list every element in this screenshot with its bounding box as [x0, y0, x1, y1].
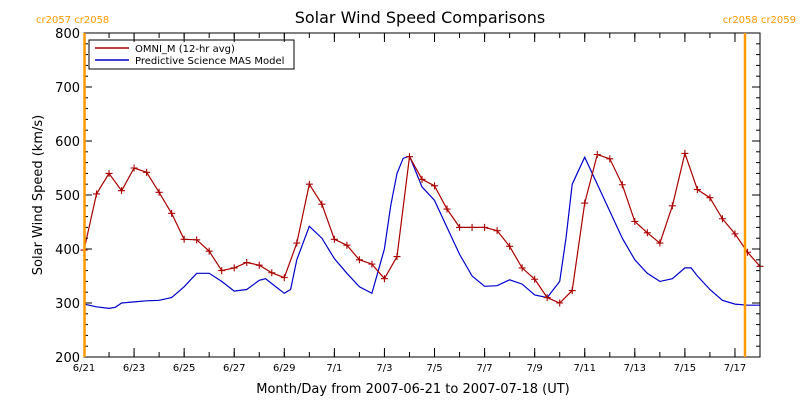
data-point-marker: [668, 202, 676, 210]
carrington-rotation-label: cr2057 cr2058: [36, 15, 109, 26]
y-tick-label: 600: [55, 135, 80, 150]
y-tick-label: 700: [55, 81, 80, 96]
y-tick-label: 400: [55, 243, 80, 258]
x-tick-label: 7/11: [574, 363, 596, 374]
data-point-marker: [143, 168, 151, 176]
data-point-marker: [493, 227, 501, 235]
data-point-marker: [618, 181, 626, 189]
data-point-marker: [456, 223, 464, 231]
data-point-marker: [681, 149, 689, 157]
data-point-marker: [393, 253, 401, 261]
rotation-labels: cr2057 cr2058 cr2058 cr2059: [36, 15, 796, 26]
x-tick-label: 6/25: [173, 363, 195, 374]
data-point-marker: [631, 217, 639, 225]
data-point-marker: [443, 205, 451, 213]
chart-title: Solar Wind Speed Comparisons: [295, 8, 546, 27]
data-point-marker: [468, 223, 476, 231]
data-point-marker: [293, 239, 301, 247]
x-tick-label: 7/5: [426, 363, 442, 374]
data-point-marker: [643, 229, 651, 237]
y-axis-label: Solar Wind Speed (km/s): [31, 115, 46, 275]
data-point-marker: [243, 259, 251, 266]
y-tick-label: 500: [55, 189, 80, 204]
data-point-marker: [731, 230, 739, 238]
data-point-marker: [330, 235, 338, 243]
data-point-marker: [155, 188, 163, 196]
chart-legend: OMNI_M (12-hr avg)Predictive Science MAS…: [88, 39, 295, 70]
data-point-marker: [431, 182, 439, 190]
data-point-marker: [305, 180, 313, 188]
y-tick-label: 200: [55, 351, 80, 366]
data-point-marker: [706, 194, 714, 202]
data-point-marker: [193, 236, 201, 244]
x-tick-label: 7/13: [624, 363, 646, 374]
data-point-marker: [205, 247, 213, 255]
data-point-marker: [531, 275, 539, 283]
legend-label-omni: OMNI_M (12-hr avg): [135, 44, 235, 55]
x-tick-label: 7/7: [477, 363, 493, 374]
data-point-marker: [343, 241, 351, 249]
data-point-marker: [368, 260, 376, 268]
data-point-marker: [556, 299, 564, 307]
data-point-marker: [718, 215, 726, 223]
data-point-marker: [168, 209, 176, 217]
data-point-marker: [581, 199, 589, 207]
data-point-marker: [518, 264, 526, 272]
y-tick-label: 300: [55, 297, 80, 312]
x-tick-label: 6/23: [123, 363, 145, 374]
data-point-marker: [268, 269, 276, 277]
rotation-lines: [83, 33, 747, 357]
data-point-marker: [355, 256, 363, 264]
x-tick-label: 7/1: [326, 363, 342, 374]
data-point-marker: [418, 175, 426, 183]
data-point-marker: [568, 287, 576, 295]
data-point-marker: [380, 275, 388, 283]
data-point-marker: [118, 187, 126, 195]
data-point-marker: [318, 200, 326, 208]
x-tick-label: 6/27: [223, 363, 245, 374]
data-point-marker: [105, 169, 113, 177]
x-tick-label: 7/17: [724, 363, 746, 374]
x-tick-label: 7/15: [674, 363, 696, 374]
data-point-marker: [280, 274, 288, 282]
data-point-marker: [405, 153, 413, 161]
data-point-marker: [656, 239, 664, 247]
x-tick-label: 7/3: [376, 363, 392, 374]
x-tick-label: 6/21: [73, 363, 95, 374]
data-point-marker: [506, 242, 514, 250]
data-point-marker: [255, 261, 263, 269]
x-tick-label: 6/29: [273, 363, 295, 374]
data-point-marker: [130, 164, 138, 172]
y-tick-label: 800: [55, 27, 80, 42]
x-axis-label: Month/Day from 2007-06-21 to 2007-07-18 …: [256, 382, 569, 397]
data-point-marker: [230, 264, 238, 272]
carrington-rotation-label: cr2058 cr2059: [723, 15, 796, 26]
data-point-marker: [606, 155, 614, 163]
data-point-marker: [180, 235, 188, 243]
data-point-marker: [593, 151, 601, 158]
data-point-marker: [218, 267, 226, 275]
data-point-marker: [543, 294, 551, 302]
legend-box: [88, 39, 295, 70]
data-point-marker: [93, 190, 101, 198]
data-point-marker: [693, 186, 701, 194]
data-point-marker: [481, 223, 489, 231]
x-tick-label: 7/9: [527, 363, 543, 374]
legend-label-model: Predictive Science MAS Model: [135, 56, 284, 67]
